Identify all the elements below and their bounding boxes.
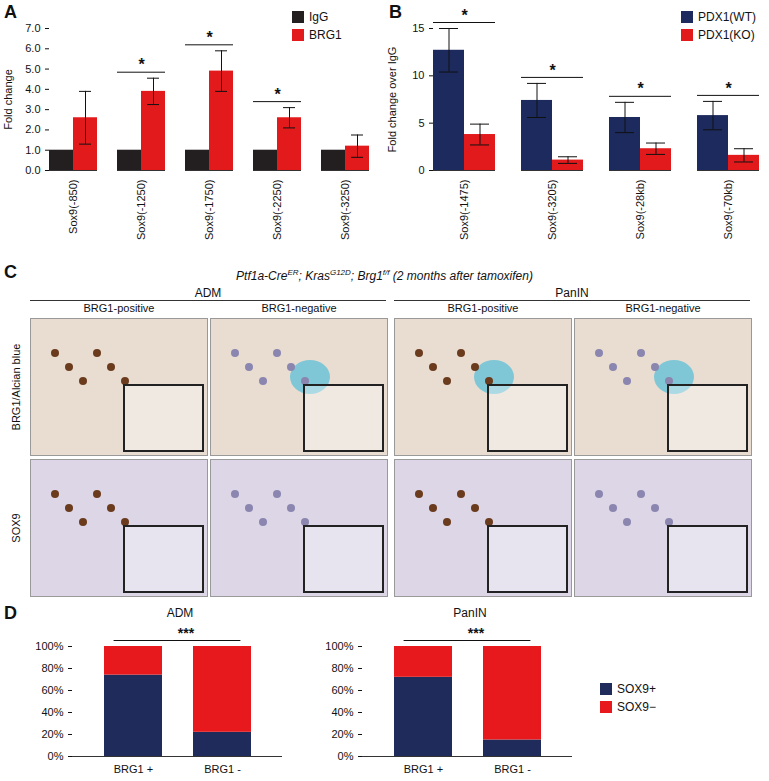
html-text:SOX9: SOX9 <box>10 513 22 543</box>
svg-text:0%: 0% <box>338 750 354 762</box>
svg-text:40%: 40% <box>331 706 353 718</box>
svg-text:15: 15 <box>412 22 424 34</box>
svg-text:60%: 60% <box>41 684 63 696</box>
svg-text:Sox9(-1750): Sox9(-1750) <box>203 180 215 241</box>
svg-text:Sox9(-2250): Sox9(-2250) <box>271 180 283 241</box>
svg-text:BRG1 +: BRG1 + <box>114 763 153 775</box>
svg-text:BRG1 +: BRG1 + <box>404 763 443 775</box>
svg-text:100%: 100% <box>35 640 63 652</box>
html-text:SOX9+: SOX9+ <box>617 682 656 696</box>
svg-text:***: *** <box>468 625 485 641</box>
html-text:PanIN: PanIN <box>555 286 589 300</box>
html-text:C: C <box>4 262 17 282</box>
svg-text:4.0: 4.0 <box>25 83 40 95</box>
svg-text:*: * <box>549 62 556 79</box>
html-text:BRG1-negative: BRG1-negative <box>261 302 337 314</box>
html-text:IgG: IgG <box>309 10 329 24</box>
html-text:BRG1: BRG1 <box>309 28 342 42</box>
svg-text:100%: 100% <box>325 640 353 652</box>
svg-text:1.0: 1.0 <box>25 144 40 156</box>
svg-text:Sox9(-70kb): Sox9(-70kb) <box>722 180 734 240</box>
svg-text:7.0: 7.0 <box>25 22 40 34</box>
html-text:PDX1(WT): PDX1(WT) <box>698 10 756 24</box>
html-text:B: B <box>389 2 402 22</box>
html-text:PanIN: PanIN <box>453 606 487 620</box>
svg-text:0%: 0% <box>48 750 64 762</box>
html-text:ADM: ADM <box>194 286 222 300</box>
html-text:SOX9−: SOX9− <box>617 700 656 714</box>
svg-text:Sox9(-850): Sox9(-850) <box>67 180 79 234</box>
html-text:BRG1-positive: BRG1-positive <box>447 302 519 314</box>
svg-text:80%: 80% <box>41 662 63 674</box>
html-text:D: D <box>4 603 17 623</box>
html-text:BRG1-negative: BRG1-negative <box>625 302 701 314</box>
svg-text:6.0: 6.0 <box>25 42 40 54</box>
svg-text:Fold change: Fold change <box>2 69 14 130</box>
html-text:BRG1/Alcian blue: BRG1/Alcian blue <box>10 343 22 431</box>
svg-text:2.0: 2.0 <box>25 123 40 135</box>
svg-text:10: 10 <box>412 69 424 81</box>
html-text:BRG1-positive: BRG1-positive <box>83 302 155 314</box>
svg-text:20%: 20% <box>331 728 353 740</box>
svg-text:20%: 20% <box>41 728 63 740</box>
svg-text:0.0: 0.0 <box>25 164 40 176</box>
html-text:PDX1(KO): PDX1(KO) <box>698 28 755 42</box>
svg-text:Sox9(-3250): Sox9(-3250) <box>339 180 351 241</box>
svg-text:40%: 40% <box>41 706 63 718</box>
svg-text:5.0: 5.0 <box>25 63 40 75</box>
svg-text:Fold change over IgG: Fold change over IgG <box>386 47 398 153</box>
svg-text:5: 5 <box>418 117 424 129</box>
svg-text:BRG1 -: BRG1 - <box>494 763 531 775</box>
svg-text:*: * <box>206 29 213 46</box>
html-text:Ptf1a-CreER; KrasG12D; Brg1f/f: Ptf1a-CreER; KrasG12D; Brg1f/f(2 months … <box>236 268 533 283</box>
svg-text:Sox9(-28kb): Sox9(-28kb) <box>634 180 646 240</box>
svg-text:3.0: 3.0 <box>25 103 40 115</box>
svg-text:*: * <box>725 80 732 97</box>
svg-text:60%: 60% <box>331 684 353 696</box>
svg-text:*: * <box>138 56 145 73</box>
svg-text:*: * <box>274 86 281 103</box>
html-text:A: A <box>4 2 17 22</box>
svg-text:Sox9(-3205): Sox9(-3205) <box>546 180 558 241</box>
svg-text:0: 0 <box>418 164 424 176</box>
svg-text:*: * <box>637 80 644 97</box>
svg-text:80%: 80% <box>331 662 353 674</box>
html-text:ADM: ADM <box>166 606 194 620</box>
svg-text:Sox9(-1475): Sox9(-1475) <box>458 180 470 241</box>
svg-text:***: *** <box>178 625 195 641</box>
svg-text:BRG1 -: BRG1 - <box>204 763 241 775</box>
svg-text:Sox9(-1250): Sox9(-1250) <box>135 180 147 241</box>
svg-text:*: * <box>461 7 468 24</box>
